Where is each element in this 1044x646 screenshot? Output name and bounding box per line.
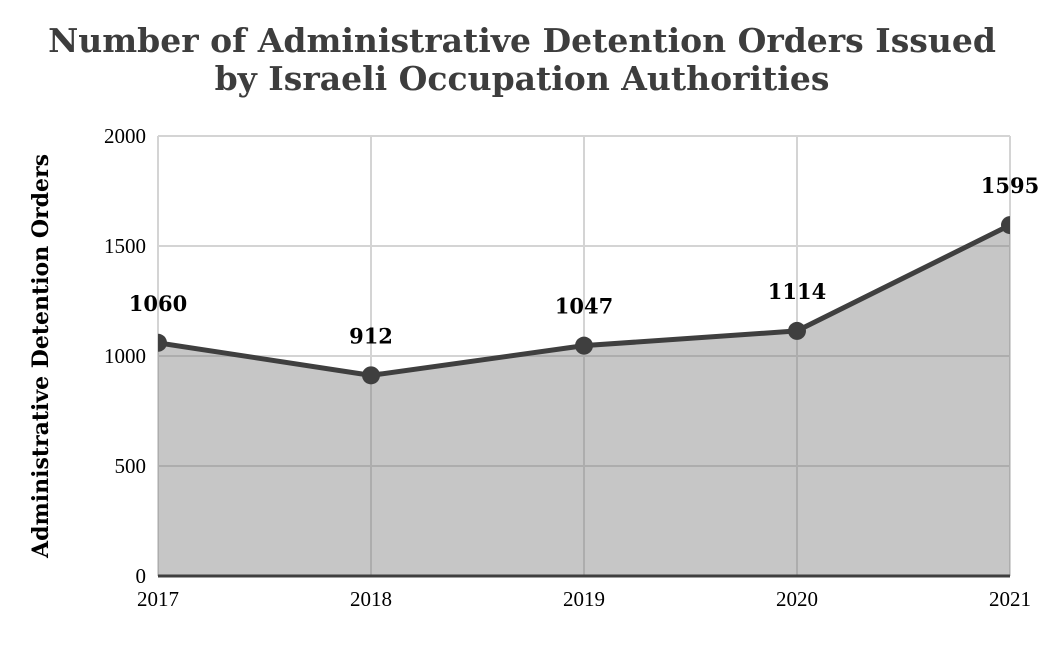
chart-title-line-2: by Israeli Occupation Authorities [214, 59, 830, 98]
y-tick-label: 1500 [104, 234, 146, 258]
data-point [575, 336, 593, 355]
data-point-label: 1060 [129, 291, 187, 316]
x-tick-label: 2018 [350, 587, 392, 611]
area-fill [158, 225, 1010, 576]
x-tick-label: 2019 [563, 587, 605, 611]
data-point [788, 321, 806, 340]
data-point [158, 333, 167, 352]
y-tick-label: 1000 [104, 344, 146, 368]
series-group [158, 216, 1010, 385]
y-tick-label: 500 [115, 454, 147, 478]
data-point [362, 366, 380, 385]
chart-title-line-1: Number of Administrative Detention Order… [48, 21, 996, 60]
chart-title: Number of Administrative Detention Order… [0, 22, 1044, 98]
data-point-label: 1114 [768, 279, 826, 304]
y-axis-title: Administrative Detention Orders [28, 154, 54, 559]
y-tick-label: 2000 [104, 124, 146, 148]
x-tick-label: 2020 [776, 587, 818, 611]
y-tick-label: 0 [136, 564, 147, 588]
data-point [1001, 216, 1010, 235]
x-tick-label: 2021 [989, 587, 1031, 611]
data-point-label: 1595 [981, 173, 1039, 198]
data-point-label: 1047 [555, 294, 613, 319]
data-point-label: 912 [349, 323, 393, 348]
x-tick-label: 2017 [137, 587, 179, 611]
